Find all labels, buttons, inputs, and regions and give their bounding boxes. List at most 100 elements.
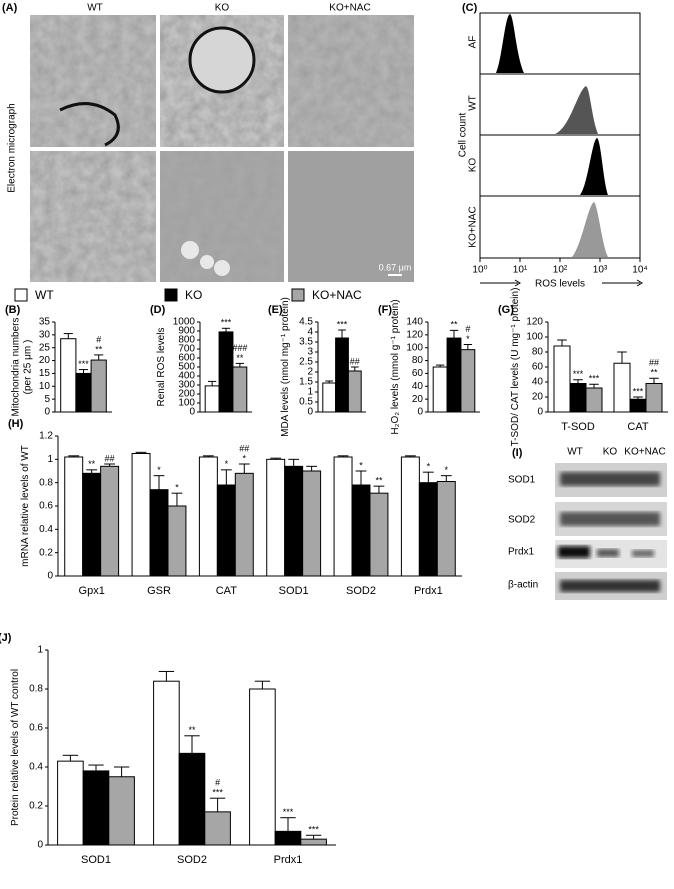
panel-label: (I): [512, 447, 523, 459]
y-tick-label: 20: [39, 355, 51, 366]
column-label: KO+NAC: [329, 3, 370, 14]
error-bar: [171, 492, 183, 506]
y-tick-label: 40: [412, 381, 424, 392]
significance-label: *: [427, 462, 431, 472]
panel-label: (H): [8, 418, 24, 430]
significance-label: *: [445, 465, 449, 475]
legend-swatch: [14, 288, 28, 302]
error-bar: [88, 764, 104, 771]
x-tick-label: 10⁰: [472, 265, 487, 276]
error-bar: [337, 455, 349, 457]
error-bar: [440, 475, 452, 482]
y-tick-label: 0.4: [29, 762, 43, 773]
bar: [131, 453, 151, 577]
y-tick-label: 500: [178, 362, 195, 373]
bar: [432, 366, 448, 413]
bar: [64, 456, 84, 577]
x-tick-label: SOD2: [346, 585, 376, 597]
bar: [198, 456, 218, 577]
y-tick-label: 80: [532, 347, 544, 358]
y-axis-label: Renal ROS levels: [156, 328, 167, 407]
significance-label: **: [88, 459, 96, 469]
error-bar: [63, 333, 73, 339]
y-tick-label: 0.8: [29, 684, 43, 695]
y-axis-label: Protein relative levels of WT control: [10, 669, 21, 826]
y-tick-label: 1000: [173, 317, 196, 328]
significance-label: ##: [649, 358, 659, 368]
bar: [167, 505, 187, 577]
y-tick-label: 0: [44, 407, 50, 418]
y-tick-label: 10: [39, 381, 51, 392]
bar: [322, 382, 337, 413]
bar: [585, 387, 603, 413]
error-bar: [306, 465, 318, 471]
y-tick-label: 100: [526, 332, 543, 343]
bar: [153, 680, 180, 846]
bar: [234, 472, 254, 577]
bar: [460, 349, 476, 413]
error-bar: [280, 817, 296, 832]
bar: [400, 456, 420, 577]
significance-label: **: [188, 725, 196, 735]
y-tick-label: 200: [178, 389, 195, 400]
y-tick-label: 30: [39, 329, 51, 340]
legend-label: KO+NAC: [312, 288, 362, 302]
x-tick-label: 10²: [553, 265, 568, 276]
error-bar: [649, 377, 659, 384]
bar: [57, 760, 84, 846]
bar: [108, 776, 135, 846]
error-bar: [422, 471, 434, 483]
column-label: KO+NAC: [624, 447, 665, 458]
x-tick-label: SOD1: [279, 585, 309, 597]
bar: [300, 838, 327, 846]
y-tick-label: 2.5: [299, 357, 313, 368]
y-tick-label: 140: [406, 317, 423, 328]
x-tick-label: GSR: [147, 585, 171, 597]
error-bar: [235, 362, 245, 367]
y-tick-label: 60: [412, 368, 424, 379]
y-axis-label: mRNA relative levels of WT: [20, 445, 31, 567]
bar: [347, 370, 362, 413]
significance-label: ##: [105, 453, 115, 463]
flow-cytometry: (C) Cell count AF WT KO KO+NAC 10⁰ 10¹ 1…: [458, 2, 648, 290]
row-label: Prdx1: [508, 547, 535, 558]
x-tick-label: Prdx1: [274, 854, 303, 866]
panel-label: (A): [2, 2, 18, 14]
x-tick-label: SOD2: [177, 854, 207, 866]
bar: [75, 372, 92, 413]
error-bar: [254, 680, 271, 689]
significance-label: *: [225, 459, 229, 469]
micrographs: (A) WT KO KO+NAC Electron micrograph 0.6…: [2, 2, 414, 282]
y-tick-label: 15: [39, 368, 51, 379]
y-tick-label: 900: [178, 326, 195, 337]
significance-label: ***: [221, 318, 232, 328]
y-tick-label: 100: [178, 398, 195, 409]
error-bar: [633, 396, 643, 400]
error-bar: [94, 354, 104, 361]
panel-label: (D): [150, 304, 166, 316]
bar: [436, 481, 456, 577]
y-axis-label: MDA levels (nmol mg⁻¹ protein): [280, 297, 291, 437]
column-label: WT: [87, 3, 103, 14]
column-label: WT: [567, 447, 583, 458]
legend-label: KO: [185, 288, 202, 302]
bar: [100, 465, 120, 577]
y-tick-label: 4: [307, 327, 313, 338]
y-tick-label: 0.2: [39, 547, 53, 558]
significance-label: *: [175, 483, 179, 493]
charts: WT KO KO+NAC(B)05101520253035Mitochondria …: [0, 288, 668, 866]
significance-label: **: [236, 353, 244, 363]
y-tick-label: 0: [37, 840, 43, 851]
y-tick-label: 60: [532, 362, 544, 373]
y-tick-label: 1: [307, 387, 313, 398]
bar: [218, 331, 234, 413]
scale-bar: 0.67 μm: [379, 262, 412, 272]
x-tick-label: CAT: [216, 585, 237, 597]
panel-label: (J): [0, 632, 12, 644]
panel-label: (E): [268, 304, 283, 316]
bar: [249, 688, 276, 846]
bar: [90, 359, 107, 413]
bar: [82, 770, 110, 846]
axis-label: Cell count: [458, 113, 469, 158]
y-tick-label: 35: [39, 317, 51, 328]
